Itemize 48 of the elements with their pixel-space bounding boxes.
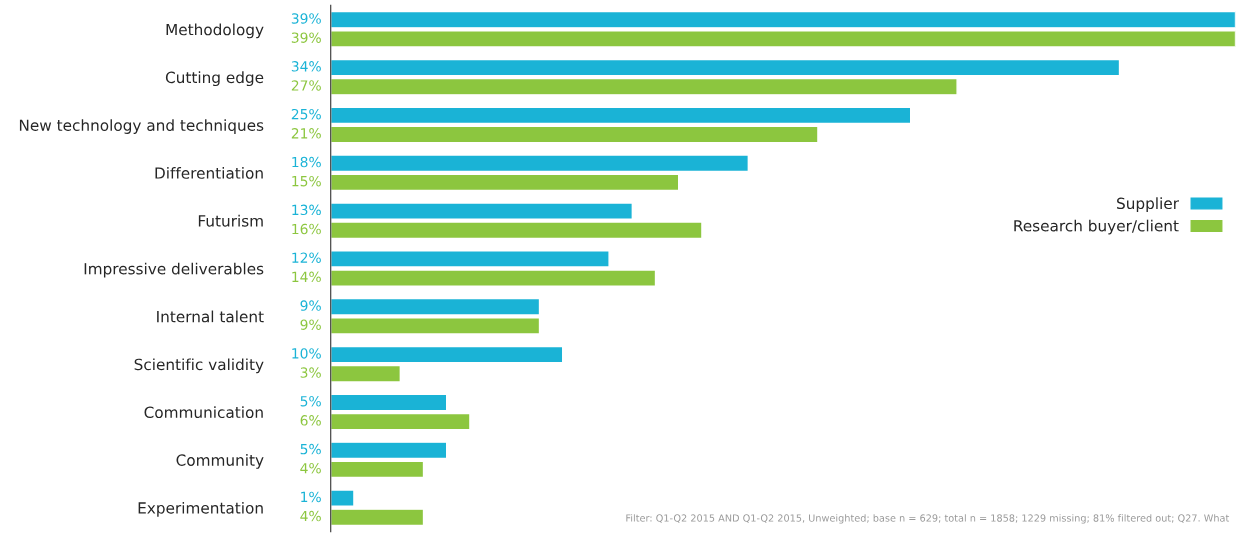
data-label: 3% <box>300 367 321 378</box>
y-tick-label: Impressive deliverables <box>84 262 264 278</box>
y-tick-label: Futurism <box>198 214 263 227</box>
annotation: Filter: Q1-Q2 2015 AND Q1-Q2 2015, Unweighted; base n = 629; total n = 1858; 1229 missing; 81% filtered out; Q27. What <box>626 514 1230 524</box>
bar <box>330 441 448 460</box>
y-tick-label: Community <box>176 454 264 469</box>
bar <box>330 77 958 96</box>
bar <box>330 412 471 431</box>
data-label: 1% <box>301 491 321 503</box>
bar <box>330 106 912 125</box>
data-label: 39% <box>291 32 321 43</box>
y-tick-label: New technology and techniques <box>19 119 264 134</box>
bar <box>330 173 680 192</box>
data-label: 18% <box>292 156 321 168</box>
data-label: 12% <box>292 252 321 263</box>
y-tick-label: Experimentation <box>138 501 263 517</box>
bar <box>330 393 448 412</box>
data-label: 6% <box>300 415 321 426</box>
y-tick-label: Internal talent <box>157 310 264 323</box>
data-label: 27% <box>291 80 321 91</box>
data-label: 9% <box>300 300 321 311</box>
data-label: 25% <box>291 108 321 120</box>
data-label: 10% <box>292 348 321 359</box>
y-tick-label: Communication <box>144 406 263 419</box>
y-tick-label: Differentiation <box>155 167 263 179</box>
data-label: 4% <box>300 510 321 522</box>
y-tick-label: Methodology <box>166 23 264 39</box>
bar <box>330 345 564 364</box>
data-label: 21% <box>291 128 321 139</box>
data-label: 9% <box>300 319 321 330</box>
data-label: 4% <box>300 462 321 474</box>
legend-label: Research buyer/client <box>1014 219 1179 235</box>
data-label: 14% <box>292 271 321 283</box>
bar <box>330 154 750 173</box>
bar <box>330 125 819 144</box>
y-tick-label: Cutting edge <box>165 71 264 87</box>
bar <box>330 364 402 383</box>
bar <box>330 460 425 479</box>
data-label: 15% <box>292 175 321 187</box>
data-label: 5% <box>300 443 321 455</box>
y-tick-label: Scientific validity <box>134 358 264 374</box>
legend-label: Supplier <box>1117 197 1179 213</box>
data-label: 16% <box>292 223 321 235</box>
data-label: 39% <box>291 13 321 24</box>
data-label: 5% <box>300 395 321 407</box>
data-label: 13% <box>292 204 321 216</box>
bar <box>330 58 1121 77</box>
data-label: 34% <box>291 61 321 72</box>
